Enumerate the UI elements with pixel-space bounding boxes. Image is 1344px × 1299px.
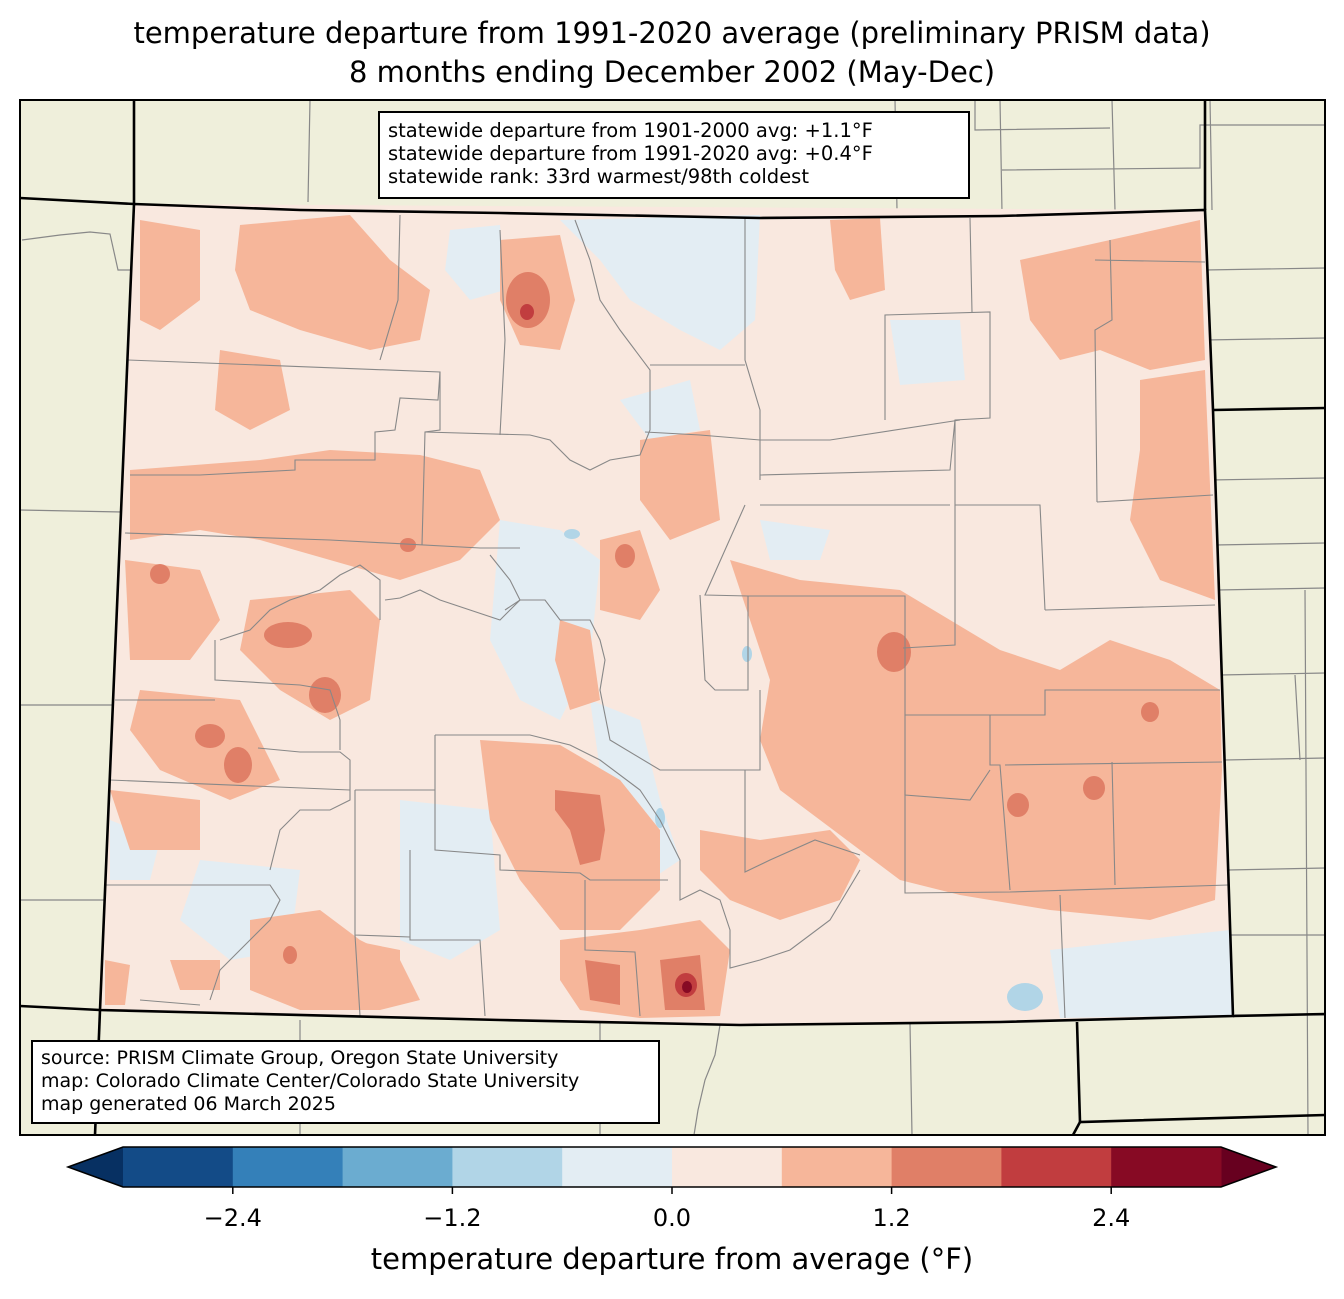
credits-line2: map: Colorado Climate Center/Colorado St…: [41, 1070, 580, 1092]
county-lines: [105, 214, 1229, 1019]
colorbar-tick-label: 0.0: [652, 1204, 692, 1232]
stats-line1: statewide departure from 1901-2000 avg: …: [388, 119, 873, 142]
map-title-line2: 8 months ending December 2002 (May-Dec): [348, 55, 996, 89]
colorbar-segment: [232, 1147, 344, 1187]
credits-box: source: PRISM Climate Group, Oregon Stat…: [31, 1040, 660, 1124]
credits-line3: map generated 06 March 2025: [41, 1093, 336, 1115]
colorbar-tick-label: 2.4: [1092, 1204, 1131, 1232]
map-title-line1: temperature departure from 1991-2020 ave…: [133, 16, 1211, 50]
colorbar-extend-high: [1221, 1147, 1276, 1187]
colorbar-label: temperature departure from average (°F): [370, 1242, 974, 1276]
colorbar-segment: [781, 1147, 893, 1187]
colorbar-segment: [891, 1147, 1002, 1187]
colorbar-segment: [452, 1147, 563, 1187]
statewide-stats-box: statewide departure from 1901-2000 avg: …: [378, 111, 970, 199]
colorbar-extend-low: [68, 1147, 123, 1187]
stats-line2: statewide departure from 1991-2020 avg: …: [388, 142, 873, 165]
colorbar: [65, 1146, 1279, 1194]
colorbar-segment: [342, 1147, 453, 1187]
neighbor-state-borders: [20, 100, 1325, 1135]
credits-line1: source: PRISM Climate Group, Oregon Stat…: [41, 1047, 559, 1069]
stats-line3: statewide rank: 33rd warmest/98th coldes…: [388, 165, 809, 188]
colorbar-segment: [1111, 1147, 1222, 1187]
colorbar-segment: [123, 1147, 234, 1187]
colorbar-tick-label: 1.2: [872, 1204, 911, 1232]
colorbar-outline: [65, 1146, 1279, 1188]
colorbar-segment: [672, 1147, 783, 1187]
colorbar-segment: [1001, 1147, 1112, 1187]
colorbar-segment: [562, 1147, 673, 1187]
colorbar-tick-label: −1.2: [423, 1204, 482, 1232]
temperature-anomaly-field: [100, 204, 1233, 1025]
colorbar-tick-label: −2.4: [203, 1204, 262, 1232]
